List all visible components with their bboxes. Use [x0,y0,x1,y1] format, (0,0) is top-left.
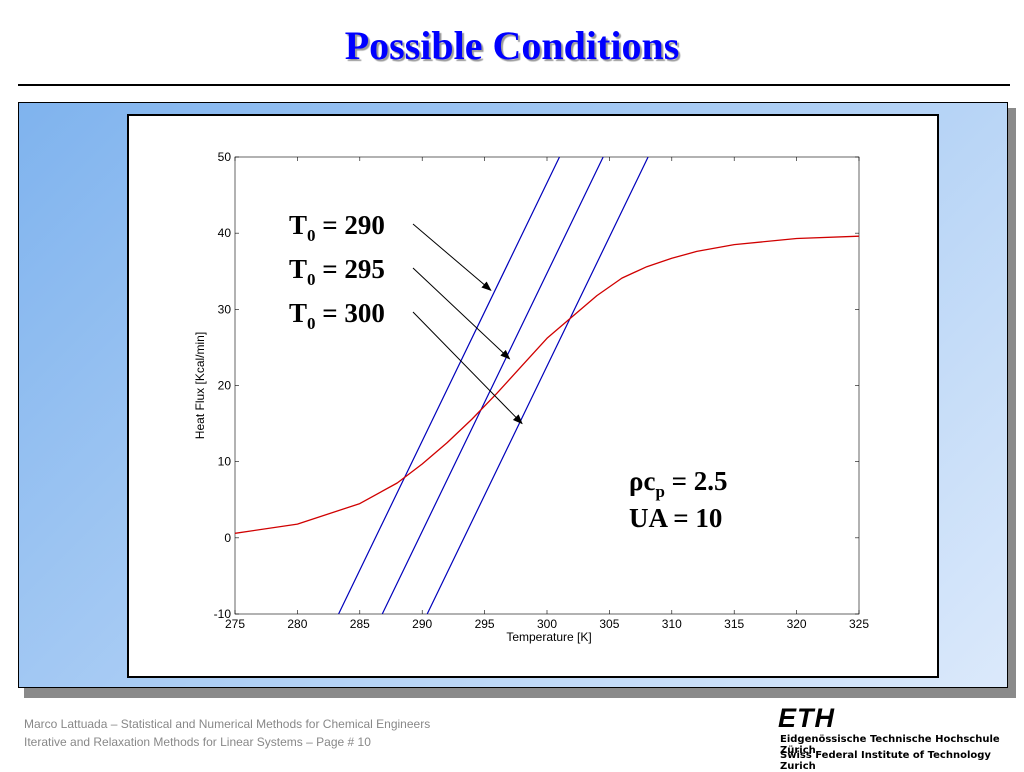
y-tick-label: 20 [218,379,232,393]
chart-frame: 275 280 285 290 295 300 305 310 315 320 325 -10 0 10 2… [127,114,939,678]
y-tick-label: 50 [218,150,232,164]
x-tick-label: 290 [412,617,432,631]
parameter-label-2: UA = 10 [629,503,722,533]
x-tick-label: 325 [849,617,869,631]
institution-name-german: Eidgenössische Technische Hochschule Zür… [780,734,1000,756]
x-tick-label: 310 [662,617,682,631]
eth-logo: ETH [778,703,835,733]
y-tick-label: 30 [218,302,232,316]
annotation-arrow-3 [412,311,523,425]
title-divider [18,84,1010,86]
x-tick-label: 300 [537,617,557,631]
y-axis-label: Heat Flux [Kcal/min] [193,332,207,439]
footer-lecture-page: Iterative and Relaxation Methods for Lin… [24,735,371,749]
heat-flux-chart: 275 280 285 290 295 300 305 310 315 320 325 -10 0 10 2… [193,150,869,644]
annotation-t0-3: T0 = 300 [289,298,385,333]
x-tick-label: 275 [225,617,245,631]
x-tick-label: 295 [475,617,495,631]
annotation-arrow-2 [412,267,511,360]
x-tick-label: 285 [350,617,370,631]
annotation-t0-2: T0 = 295 [289,254,385,289]
x-tick-label: 320 [787,617,807,631]
slide-title: Possible Conditions [344,23,680,68]
annotation-arrow-1 [412,223,492,291]
y-tick-label: 0 [224,531,231,545]
x-tick-label: 280 [287,617,307,631]
heat-removal-line-2 [381,157,604,614]
heat-removal-line-3 [426,157,649,614]
x-tick-label: 315 [724,617,744,631]
heat-removal-line-1 [338,157,561,614]
x-tick-label: 305 [599,617,619,631]
y-tick-label: 40 [218,226,232,240]
heat-generation-curve [235,235,859,534]
footer-author-course: Marco Lattuada – Statistical and Numeric… [24,717,431,731]
y-tick-label: 10 [218,455,232,469]
plot-data-group [235,157,859,614]
annotation-t0-1: T0 = 290 [289,210,385,245]
y-tick-label: -10 [214,607,232,621]
parameter-label-1: ρcp = 2.5 [629,466,728,501]
institution-name-english: Swiss Federal Institute of Technology Zu… [780,750,991,772]
x-axis-label: Temperature [K] [506,630,591,644]
